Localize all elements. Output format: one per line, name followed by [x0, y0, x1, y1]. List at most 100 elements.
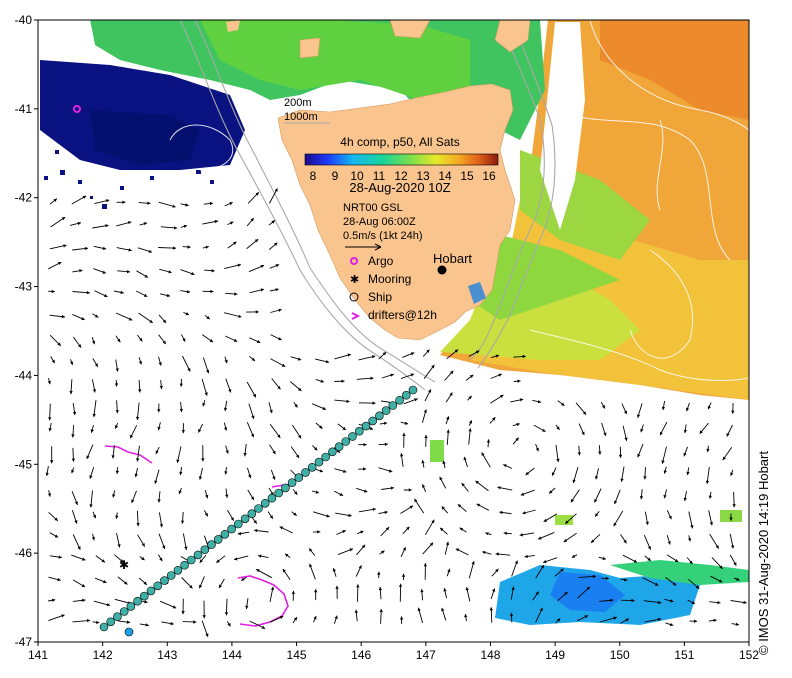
current-arrowhead	[535, 447, 539, 452]
x-tick-label: 151	[674, 648, 694, 662]
current-arrowhead	[440, 527, 444, 532]
current-arrowhead	[112, 494, 116, 498]
current-arrowhead	[147, 201, 151, 205]
current-arrowhead	[115, 515, 119, 519]
current-arrowhead	[214, 219, 218, 224]
current-arrowhead	[674, 559, 679, 562]
current-arrowhead	[717, 600, 721, 605]
current-arrowhead	[495, 568, 499, 573]
current-arrowhead	[111, 455, 115, 459]
current-arrowhead	[92, 389, 96, 393]
current-arrowhead	[205, 245, 209, 249]
colorbar-ticks: 8 9 10 11 12 13 14 15 16	[310, 169, 496, 183]
current-arrowhead	[272, 450, 276, 455]
current-arrowhead	[398, 583, 403, 587]
current-arrowhead	[157, 426, 161, 431]
current-arrowhead	[426, 349, 430, 353]
current-arrowhead	[198, 429, 202, 433]
current-arrowhead	[592, 574, 596, 579]
current-arrowhead	[584, 615, 588, 619]
current-arrowhead	[598, 451, 602, 455]
current-arrowhead	[103, 580, 107, 584]
current-arrowhead	[469, 374, 474, 379]
current-arrowhead	[128, 248, 132, 252]
platform-legend: Argo ✱ Mooring Ship drifters@12h	[349, 254, 437, 322]
current-arrowhead	[94, 314, 99, 318]
current-arrowhead	[551, 472, 555, 476]
colorbar: 4h comp, p50, All Sats 8 9 10 11 12 13 14 15 16 …	[304, 135, 499, 195]
current-arrowhead	[603, 432, 607, 436]
current-arrowhead	[187, 368, 191, 372]
current-arrowhead	[77, 344, 82, 348]
current-arrowhead	[45, 472, 49, 476]
current-arrowhead	[687, 538, 692, 542]
current-arrowhead	[356, 584, 360, 588]
map-plot-area	[40, 20, 749, 627]
current-arrowhead	[409, 505, 414, 509]
current-arrowhead	[442, 460, 446, 465]
current-arrowhead	[179, 383, 183, 387]
track-point	[146, 586, 156, 596]
current-arrowhead	[408, 488, 412, 492]
current-arrowhead	[162, 319, 167, 323]
current-arrowhead	[279, 615, 284, 619]
current-arrowhead	[294, 491, 298, 495]
current-arrowhead	[594, 499, 598, 503]
current-arrowhead	[281, 363, 286, 367]
current-arrowhead	[336, 449, 341, 453]
track-point	[173, 565, 183, 575]
colorbar-tick-label: 16	[482, 169, 496, 183]
current-arrowhead	[686, 407, 690, 412]
current-arrowhead	[270, 586, 275, 591]
current-arrowhead	[51, 359, 55, 364]
current-arrowhead	[233, 338, 238, 342]
current-arrowhead	[162, 340, 166, 345]
current-arrowhead	[117, 338, 121, 343]
current-arrowhead	[61, 614, 65, 618]
current-arrowhead	[234, 292, 238, 296]
current-arrowhead	[643, 476, 647, 480]
current-arrowhead	[285, 553, 289, 557]
current-arrowhead	[225, 450, 229, 454]
current-arrowhead	[237, 531, 242, 536]
current-arrowhead	[293, 512, 297, 516]
y-tick-label: -41	[15, 102, 33, 116]
colorbar-title: 4h comp, p50, All Sats	[340, 135, 459, 149]
current-arrowhead	[139, 337, 143, 342]
current-arrowhead	[250, 496, 254, 500]
current-arrowhead	[695, 585, 700, 589]
current-arrowhead	[633, 559, 638, 563]
y-tick-label: -45	[15, 457, 33, 471]
current-arrowhead	[51, 598, 56, 602]
colorbar-tick-label: 10	[350, 169, 364, 183]
x-tick-label: 148	[480, 648, 500, 662]
x-tick-label: 152	[739, 648, 759, 662]
current-arrowhead	[522, 511, 526, 515]
current-arrowhead	[465, 587, 469, 591]
current-arrowhead	[360, 530, 364, 534]
current-arrowhead	[683, 429, 687, 434]
mooring-legend-label: Mooring	[368, 272, 411, 286]
current-arrowhead	[686, 471, 690, 476]
current-arrowhead	[343, 469, 347, 473]
colorbar-tick-label: 15	[460, 169, 474, 183]
y-tick-label: -44	[15, 368, 33, 382]
current-arrowhead	[492, 417, 496, 421]
current-arrowhead	[223, 407, 228, 412]
track-point	[133, 596, 142, 606]
current-arrowhead	[645, 521, 649, 525]
track-point	[153, 581, 162, 591]
current-arrowhead	[520, 492, 525, 496]
current-arrowhead	[120, 559, 124, 563]
current-arrowhead	[172, 204, 176, 208]
current-arrowhead	[205, 494, 209, 499]
current-arrowhead	[54, 534, 59, 538]
current-arrowhead	[227, 622, 231, 627]
current-arrowhead	[189, 585, 193, 589]
current-arrowhead	[543, 559, 547, 564]
current-arrowhead	[661, 460, 665, 464]
current-arrowhead	[130, 434, 134, 439]
current-arrowhead	[581, 431, 585, 436]
current-arrowhead	[315, 490, 319, 494]
current-arrowhead	[174, 226, 178, 230]
